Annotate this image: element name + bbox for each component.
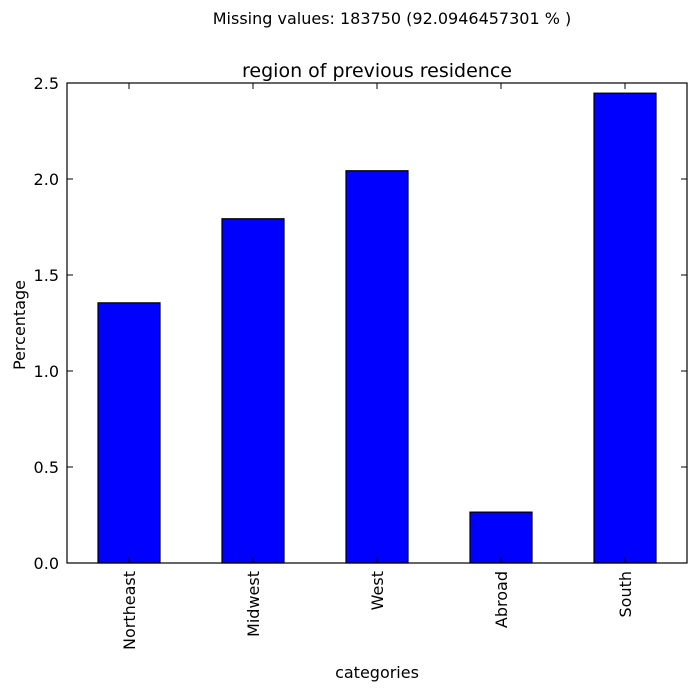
x-axis-ticks: Northeast Midwest West Abroad South [120, 83, 635, 650]
y-axis-label: Percentage [10, 280, 29, 370]
y-tick-label: 1.0 [34, 362, 59, 381]
bar-south [593, 92, 657, 564]
x-tick-label: Northeast [120, 571, 139, 650]
bar-midwest [221, 218, 285, 564]
chart-title: region of previous residence [242, 60, 512, 82]
y-tick-label: 2.5 [34, 74, 59, 93]
y-tick-label: 0.5 [34, 458, 59, 477]
x-axis-label: categories [335, 663, 419, 682]
y-tick-label: 0.0 [34, 554, 59, 573]
bar-northeast [97, 302, 161, 564]
x-tick-label: Abroad [492, 571, 511, 628]
plot-area-frame [66, 82, 688, 564]
bar-series [97, 92, 657, 564]
y-tick-label: 1.5 [34, 266, 59, 285]
x-tick-label: Midwest [244, 571, 263, 637]
x-tick-label: South [616, 571, 635, 618]
bar-west [345, 170, 409, 564]
x-tick-label: West [368, 571, 387, 610]
y-tick-label: 2.0 [34, 170, 59, 189]
chart-suptitle: Missing values: 183750 (92.0946457301 % … [213, 9, 572, 28]
bar-abroad [469, 511, 533, 564]
y-axis-ticks: 0.0 0.5 1.0 1.5 2.0 2.5 [34, 74, 687, 573]
